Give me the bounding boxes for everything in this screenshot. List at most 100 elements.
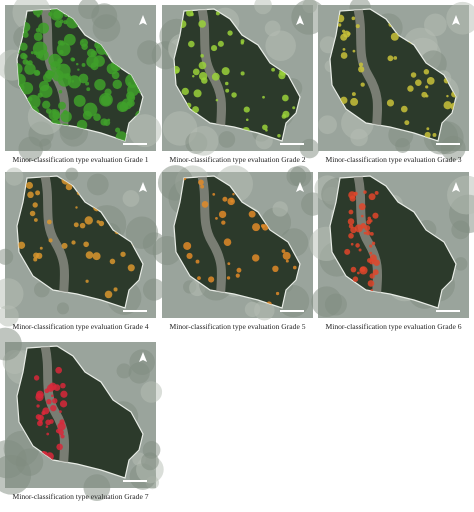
grade-area <box>364 225 371 231</box>
grade-area <box>42 100 51 109</box>
grade-area <box>222 196 228 202</box>
grade-area <box>186 252 193 260</box>
grade-area <box>374 190 379 195</box>
grade-area <box>92 252 101 261</box>
grade-area <box>127 264 135 272</box>
grade-area <box>35 27 41 33</box>
terrain-patch <box>291 0 327 35</box>
watershed-content <box>33 346 70 473</box>
scale-bar <box>436 310 460 312</box>
grade-area <box>55 366 63 374</box>
grade-area <box>46 432 50 436</box>
grade-area <box>79 38 89 47</box>
grade-area <box>85 279 89 283</box>
terrain-patch <box>65 167 79 181</box>
grade-area <box>192 106 199 114</box>
grade-area <box>33 218 38 222</box>
grade-area <box>400 105 408 113</box>
grade-area <box>245 118 249 122</box>
grade-area <box>20 52 27 60</box>
grade-area <box>281 94 289 102</box>
grade-area <box>425 85 429 89</box>
grade-area <box>225 81 229 86</box>
grade-area <box>211 45 218 52</box>
grade-area <box>348 223 354 229</box>
grade-area <box>73 95 86 107</box>
grade-area <box>352 276 359 282</box>
grade-area <box>85 251 94 259</box>
terrain-patch <box>140 381 163 403</box>
grade-area <box>404 120 410 126</box>
grade-area <box>46 384 55 392</box>
grade-area <box>366 219 372 225</box>
grade-area <box>32 202 38 208</box>
grade-area <box>60 111 72 123</box>
terrain-patch <box>318 115 337 135</box>
grade-area <box>217 40 224 47</box>
scale-bar <box>123 480 147 482</box>
grade-area <box>79 222 86 229</box>
caption: Minor-classification type evaluation Gra… <box>12 492 148 501</box>
grade-area <box>372 269 379 276</box>
grade-area <box>353 191 358 196</box>
grade-area <box>367 258 372 263</box>
grade-area <box>109 258 116 265</box>
terrain-patch <box>142 441 161 459</box>
grade-area <box>350 242 354 246</box>
grade-area <box>344 248 351 255</box>
grade-area <box>71 80 75 83</box>
grade-area <box>337 23 342 27</box>
terrain-patch <box>0 248 14 265</box>
grade-area <box>350 97 359 106</box>
grade-area <box>59 40 66 46</box>
grade-area <box>61 242 68 249</box>
grade-area <box>87 48 96 58</box>
terrain-patch <box>350 128 368 147</box>
grade-area <box>272 265 279 273</box>
grade-area <box>190 12 194 17</box>
grade-area <box>369 254 377 262</box>
grade-area <box>59 410 62 414</box>
river-valley <box>197 176 227 303</box>
grade-area <box>85 81 90 86</box>
grade-area <box>82 110 92 120</box>
grade-area <box>25 181 34 189</box>
grade-area <box>67 75 82 89</box>
caption: Minor-classification type evaluation Gra… <box>12 155 148 164</box>
grade-area <box>90 62 99 71</box>
river-valley <box>197 9 227 136</box>
terrain-patch <box>188 125 219 156</box>
grade-area <box>369 251 373 255</box>
grade-area <box>48 53 62 68</box>
grade-area <box>282 251 291 260</box>
grade-area <box>240 71 245 76</box>
grade-area <box>96 220 100 224</box>
north-arrow <box>296 182 304 192</box>
grade-area <box>86 87 91 92</box>
grade-area <box>27 96 33 102</box>
grade-area <box>358 248 362 252</box>
terrain-patch <box>299 138 320 159</box>
grade-area <box>57 57 63 64</box>
grade-area <box>211 72 220 81</box>
grade-area <box>355 24 360 29</box>
grade-area <box>232 193 235 196</box>
grade-area <box>197 276 201 281</box>
grade-area <box>262 95 265 99</box>
grade-area <box>227 30 233 36</box>
grade-area <box>93 113 101 122</box>
grade-area <box>262 124 268 131</box>
grade-area <box>36 404 40 408</box>
scale-bar <box>280 143 304 145</box>
north-arrow <box>139 352 147 362</box>
terrain-patch <box>0 327 22 361</box>
grade-area <box>215 216 218 220</box>
grade-area <box>426 77 435 85</box>
grade-area <box>39 246 43 250</box>
grade-area <box>45 425 49 428</box>
terrain-patch <box>5 167 24 186</box>
scale-bar <box>123 310 147 312</box>
grade-area <box>407 85 414 92</box>
north-arrow <box>452 182 460 192</box>
